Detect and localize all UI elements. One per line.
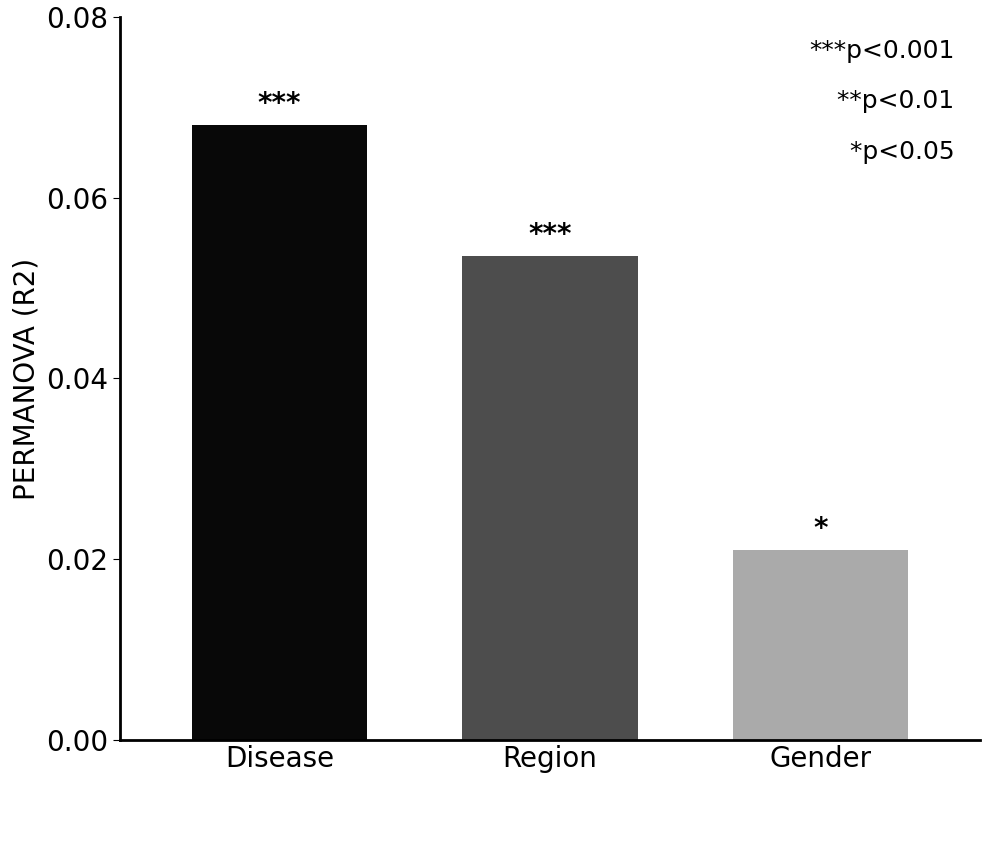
Text: ***: *** — [258, 90, 301, 118]
Text: *: * — [813, 515, 828, 543]
Bar — [192, 125, 367, 740]
Text: ***p<0.001: ***p<0.001 — [809, 39, 954, 62]
Bar — [462, 257, 638, 740]
Text: **p<0.01: **p<0.01 — [829, 89, 954, 114]
Text: ***: *** — [528, 221, 572, 249]
Bar — [733, 550, 908, 740]
Text: *p<0.05: *p<0.05 — [826, 140, 954, 164]
Y-axis label: PERMANOVA (R2): PERMANOVA (R2) — [13, 257, 41, 500]
